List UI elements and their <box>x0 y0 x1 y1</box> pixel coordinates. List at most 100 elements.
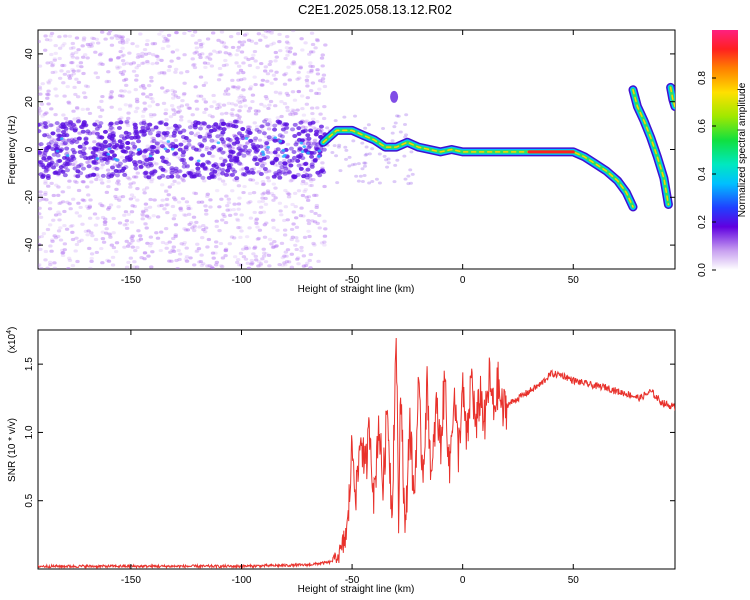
noise-point <box>198 55 203 60</box>
noise-point <box>38 151 42 156</box>
noise-point <box>147 205 153 209</box>
noise-point <box>393 163 398 167</box>
noise-point <box>289 252 295 256</box>
noise-point <box>106 79 112 84</box>
noise-point <box>184 164 190 169</box>
noise-point <box>275 154 281 158</box>
noise-point <box>242 184 247 189</box>
noise-point <box>87 204 93 208</box>
noise-point <box>201 83 207 88</box>
noise-point <box>318 112 323 116</box>
noise-point <box>280 256 286 260</box>
noise-point <box>198 75 204 79</box>
noise-point <box>138 121 144 126</box>
noise-point <box>315 221 320 225</box>
noise-point <box>69 140 75 145</box>
noise-point <box>235 217 240 221</box>
noise-point <box>210 154 215 158</box>
noise-point <box>75 64 81 68</box>
noise-point <box>304 195 309 199</box>
noise-point <box>145 128 151 133</box>
noise-point <box>219 118 225 122</box>
noise-point <box>200 42 205 46</box>
noise-point <box>235 260 240 264</box>
noise-point <box>175 174 181 179</box>
noise-point <box>140 217 145 221</box>
noise-point <box>295 108 300 112</box>
noise-point <box>217 73 223 77</box>
noise-point <box>100 173 106 178</box>
noise-point <box>267 62 272 67</box>
noise-point <box>178 252 183 256</box>
noise-point <box>267 264 272 268</box>
noise-point <box>127 51 132 55</box>
noise-point <box>144 42 150 47</box>
noise-point <box>167 240 172 244</box>
noise-point <box>223 249 229 253</box>
noise-point <box>206 124 212 129</box>
noise-point <box>194 99 199 103</box>
noise-point <box>162 141 167 145</box>
noise-point <box>62 63 67 68</box>
noise-point <box>230 108 235 112</box>
noise-point <box>70 230 75 234</box>
noise-point <box>241 95 246 100</box>
noise-point <box>111 216 116 221</box>
noise-point <box>279 241 285 245</box>
noise-point <box>134 265 140 269</box>
noise-point <box>232 202 237 206</box>
noise-point <box>38 263 42 267</box>
noise-point <box>206 55 211 59</box>
noise-point <box>187 171 193 176</box>
noise-point <box>162 72 167 76</box>
noise-point <box>92 122 98 127</box>
noise-point <box>105 258 110 262</box>
noise-point <box>68 73 74 78</box>
noise-point <box>255 225 260 229</box>
noise-point <box>161 71 167 75</box>
noise-point <box>165 39 170 43</box>
noise-point <box>145 144 150 148</box>
noise-point <box>262 166 268 171</box>
noise-point <box>264 221 269 225</box>
noise-point <box>97 134 103 139</box>
noise-point <box>79 154 85 159</box>
noise-point <box>278 91 283 95</box>
noise-point <box>193 85 198 89</box>
chart-title: C2E1.2025.058.13.12.R02 <box>298 2 452 17</box>
noise-point <box>292 191 298 195</box>
noise-point <box>187 222 192 226</box>
noise-point <box>119 54 125 58</box>
noise-point <box>221 63 227 68</box>
noise-point <box>43 249 49 254</box>
noise-point <box>210 174 216 179</box>
noise-point <box>141 109 146 113</box>
noise-point <box>104 157 110 162</box>
noise-point <box>296 70 301 74</box>
noise-point <box>277 32 282 36</box>
noise-point <box>336 145 341 149</box>
noise-point <box>231 236 237 240</box>
noise-point <box>282 171 288 176</box>
noise-point <box>288 179 294 183</box>
noise-point <box>111 145 117 150</box>
snr-y-ticks: 0.51.01.5 <box>24 357 675 508</box>
noise-point <box>310 117 316 121</box>
noise-point <box>290 90 296 94</box>
noise-point <box>204 212 209 216</box>
noise-point <box>43 169 49 174</box>
noise-point <box>256 32 262 36</box>
noise-point <box>241 71 246 75</box>
noise-point <box>285 53 290 57</box>
noise-point <box>311 141 317 146</box>
noise-point <box>223 248 228 253</box>
noise-point <box>232 202 237 206</box>
noise-point <box>61 81 66 85</box>
noise-point <box>236 78 241 82</box>
noise-point <box>184 259 190 263</box>
noise-point <box>77 150 83 155</box>
spectrogram-x-label: Height of straight line (km) <box>298 284 415 295</box>
noise-point <box>190 226 195 230</box>
noise-point <box>255 66 260 70</box>
